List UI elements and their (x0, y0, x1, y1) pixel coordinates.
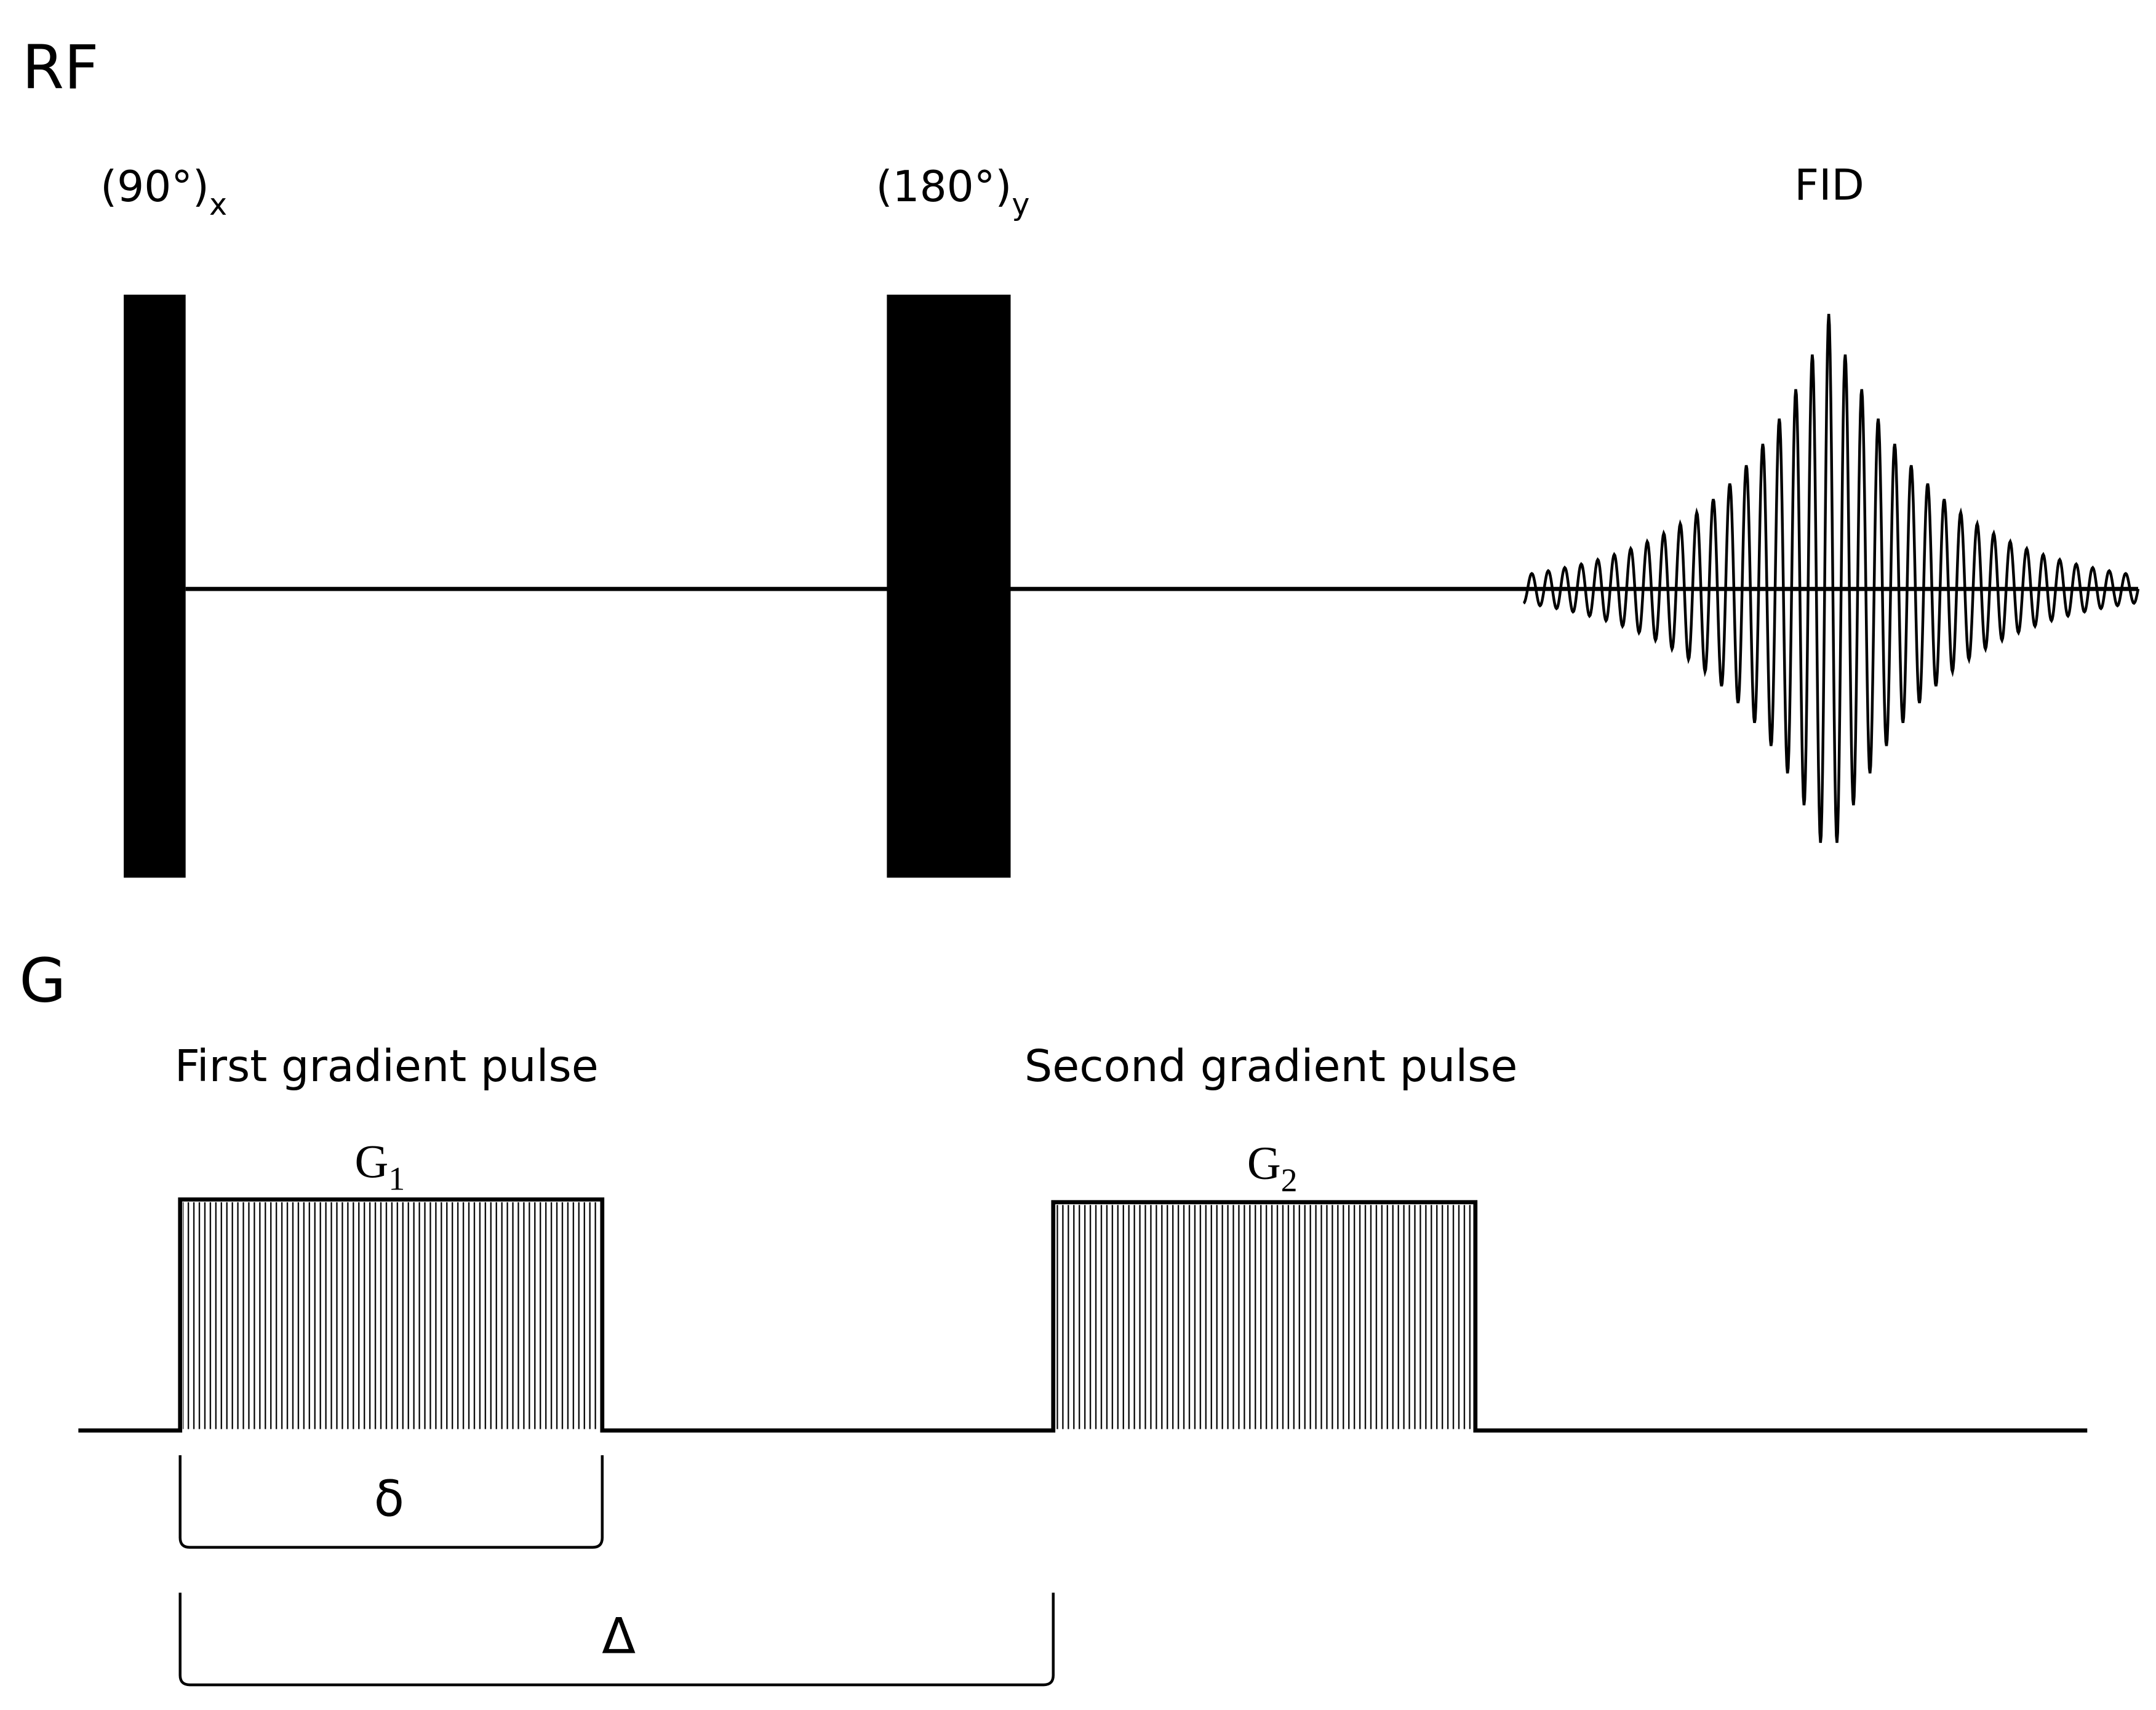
pulse-label-subscript: x (209, 186, 227, 222)
gradient-name: G2 (1247, 1138, 1298, 1199)
delta-label: δ (374, 1469, 404, 1527)
big-delta-bracket (178, 1592, 1055, 1687)
gradient-name-main: G (1247, 1138, 1281, 1189)
rf-pulse-90 (124, 294, 186, 878)
gradient-caption: Second gradient pulse (1024, 1041, 1518, 1092)
pulse-label: (90°)x (100, 162, 227, 222)
pulse-label-main: (180°) (876, 162, 1012, 212)
gradient-caption: First gradient pulse (175, 1041, 599, 1092)
gradient-line (78, 1197, 2088, 1433)
pulse-label: (180°)y (876, 162, 1030, 222)
big-delta-label: Δ (602, 1607, 636, 1665)
delta-bracket (178, 1455, 604, 1549)
gradient-name: G1 (355, 1137, 405, 1197)
pulse-label-subscript: y (1012, 186, 1029, 222)
gradient-name-main: G (355, 1137, 389, 1188)
gradient-pulse-1 (183, 1202, 600, 1429)
gradient-name-subscript: 1 (388, 1161, 405, 1197)
rf-pulse-180 (887, 294, 1011, 878)
fid-signal (1522, 314, 2140, 843)
gradient-pulse-2 (1056, 1205, 1473, 1429)
rf-label: RF (22, 33, 99, 103)
gradient-name-subscript: 2 (1281, 1162, 1298, 1199)
gradient-label: G (19, 946, 66, 1016)
pulse-label-main: (90°) (100, 162, 209, 212)
fid-label: FID (1794, 161, 1864, 210)
